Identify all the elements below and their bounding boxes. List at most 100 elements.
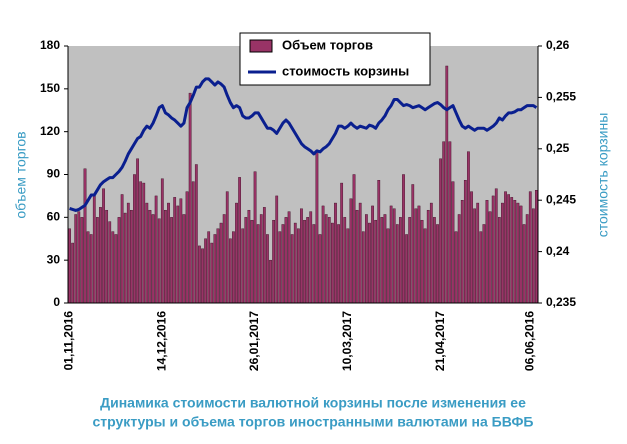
bar (89, 234, 93, 304)
bar (77, 211, 81, 304)
bar (411, 184, 415, 304)
y2-tick-label: 0,245 (546, 192, 576, 206)
bar (501, 202, 504, 304)
bar (111, 231, 115, 304)
bar (130, 209, 133, 304)
bar (71, 242, 75, 304)
y2-tick-label: 0,24 (546, 244, 570, 258)
bar (296, 228, 300, 304)
bar (346, 228, 350, 304)
bar (157, 218, 161, 304)
bar (293, 222, 297, 304)
bar (238, 177, 241, 304)
bar (436, 224, 439, 304)
bar (510, 197, 514, 304)
bar (312, 224, 316, 304)
bar (476, 202, 480, 304)
bar (454, 231, 458, 304)
bar (426, 209, 430, 304)
bar (167, 202, 170, 304)
legend-label: Объем торгов (282, 37, 373, 52)
bar (479, 231, 483, 304)
bar (402, 174, 405, 304)
bar (355, 209, 359, 304)
bar (460, 199, 464, 304)
bar (377, 180, 381, 304)
bar (179, 198, 183, 304)
bar (198, 245, 201, 304)
bar (334, 202, 337, 304)
bar (287, 211, 291, 304)
bar (142, 182, 146, 304)
bar (253, 171, 257, 304)
bar (433, 217, 436, 304)
bar (284, 217, 288, 304)
bar (194, 164, 198, 304)
bar (448, 141, 452, 304)
bar (467, 151, 470, 304)
chart-title: структуры и объема торгов иностранными в… (93, 414, 534, 430)
bar (439, 158, 442, 304)
x-tick-label: 26,01,2017 (247, 311, 261, 371)
bar (386, 228, 390, 304)
bar (86, 231, 90, 304)
bar (105, 209, 109, 304)
bar (473, 208, 476, 304)
bar (408, 217, 412, 304)
bar (148, 209, 152, 304)
bar (491, 195, 495, 304)
y2-tick-label: 0,255 (546, 90, 576, 104)
bar (417, 205, 421, 304)
bar (151, 214, 155, 304)
bar (300, 208, 303, 304)
bar (83, 168, 87, 304)
bar (120, 194, 124, 304)
y2-tick-label: 0,26 (546, 38, 570, 52)
bar (207, 231, 211, 304)
bar (266, 234, 269, 304)
bar (281, 224, 285, 304)
bar (531, 208, 535, 304)
bar (420, 219, 424, 304)
bar (451, 181, 455, 304)
bar (241, 228, 245, 304)
bar (389, 205, 393, 304)
y-tick-label: 30 (47, 252, 61, 266)
bar (256, 224, 260, 304)
bar (290, 234, 294, 304)
bar (405, 234, 408, 304)
bar (244, 217, 248, 304)
bar (494, 188, 498, 304)
legend-swatch (249, 39, 273, 53)
bar (154, 195, 158, 304)
bar (188, 92, 192, 304)
bar (68, 228, 71, 304)
bar (507, 194, 511, 304)
bar (219, 222, 223, 304)
x-tick-label: 14,12,2016 (154, 311, 168, 371)
bar (185, 191, 189, 304)
bar (442, 141, 446, 304)
y-axis-label: объем торгов (13, 131, 29, 218)
x-tick-label: 01,11,2016 (62, 311, 76, 371)
bar (414, 208, 418, 304)
bar (204, 238, 207, 304)
bar (117, 217, 121, 304)
bar (235, 202, 238, 304)
bar (392, 208, 396, 304)
bar (457, 214, 461, 304)
bar (321, 205, 325, 304)
bar (99, 207, 102, 304)
bar (191, 181, 195, 304)
bar (306, 217, 310, 304)
bar (160, 178, 164, 304)
bar (528, 191, 532, 304)
bar (380, 217, 384, 304)
bar (343, 217, 347, 304)
x-tick-label: 21,04,2017 (433, 311, 447, 371)
bar (275, 195, 279, 304)
bar (463, 180, 467, 304)
bar (108, 221, 112, 304)
bar (216, 228, 220, 304)
